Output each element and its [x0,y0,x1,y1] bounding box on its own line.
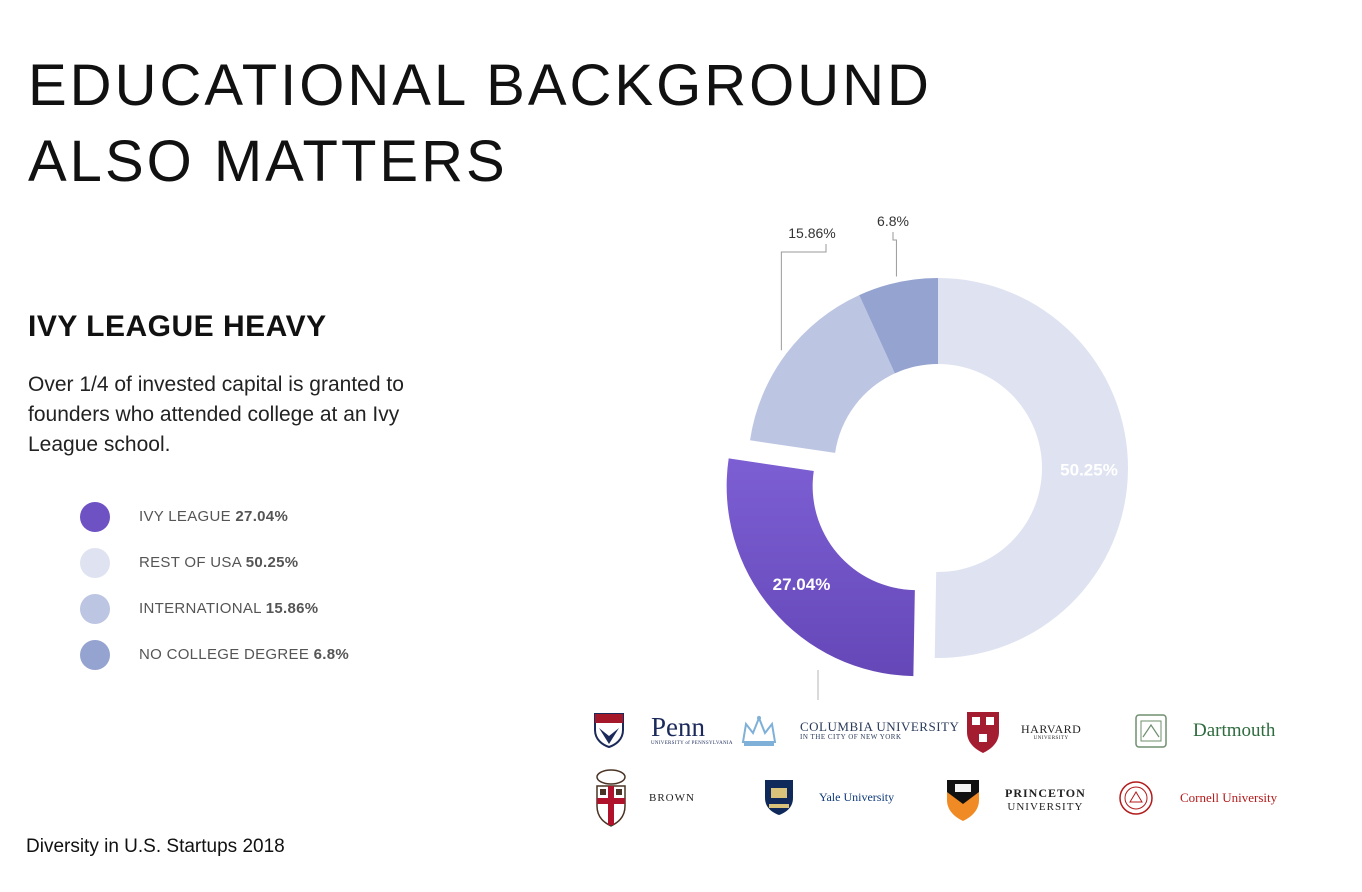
legend-value: 27.04% [235,508,289,525]
slice-value-label: 15.86% [788,225,835,241]
legend-item-rest-of-usa: REST OF USA 50.25% [80,546,480,592]
title-line-1: EDUCATIONAL BACKGROUND [28,53,932,118]
legend-label: IVY LEAGUE [139,508,231,525]
legend-item-no-college-degree: NO COLLEGE DEGREE 6.8% [80,638,480,684]
cornell-seal-icon [1119,781,1153,815]
section-heading: IVY LEAGUE HEAVY [28,310,327,343]
slice-value-label: 27.04% [773,575,831,594]
dartmouth-seal-icon [1135,714,1167,748]
footer-caption: Diversity in U.S. Startups 2018 [26,836,285,857]
princeton-logo: PRINCETON UNIVERSITY [945,778,1086,822]
donut-slice-ivy-league [726,458,915,677]
donut-slice-rest-of-usa [934,278,1128,658]
columbia-name: COLUMBIA UNIVERSITY [800,719,960,734]
legend-item-international: INTERNATIONAL 15.86% [80,592,480,638]
legend-value: 15.86% [265,600,319,617]
legend-value: 6.8% [313,646,350,663]
columbia-subtitle: IN THE CITY OF NEW YORK [800,733,902,742]
brown-logo: BROWN [593,768,695,828]
princeton-subtitle: UNIVERSITY [1007,800,1084,813]
ivy-league-logos: Penn UNIVERSITY of PENNSYLVANIA COLUMBIA… [585,700,1305,835]
cornell-name: Cornell University [1180,790,1278,805]
princeton-shield-icon [947,780,979,821]
page-title: EDUCATIONAL BACKGROUND ALSO MATTERS [28,48,932,200]
columbia-crown-icon [741,715,777,746]
section-description: Over 1/4 of invested capital is granted … [28,373,404,456]
harvard-logo: HARVARD UNIVERSITY [965,710,1081,754]
leader-line [780,244,827,351]
dartmouth-name: Dartmouth [1193,720,1276,741]
donut-chart: 50.25% 27.04% 15.86% 6.8% [726,213,1128,700]
brown-shield-icon [596,769,626,827]
slice-value-label: 6.8% [877,213,909,229]
leader-line [892,232,897,277]
yale-logo: Yale University [763,778,894,816]
legend-swatch [80,594,110,624]
title-line-2: ALSO MATTERS [28,129,508,194]
legend-label: INTERNATIONAL [139,600,262,617]
yale-shield-icon [765,780,793,815]
harvard-shield-icon [967,712,999,753]
legend-label: REST OF USA [139,554,242,571]
princeton-name: PRINCETON [1005,786,1086,801]
legend-swatch [80,548,110,578]
legend-value: 50.25% [245,554,299,571]
columbia-logo: COLUMBIA UNIVERSITY IN THE CITY OF NEW Y… [740,714,959,748]
cornell-logo: Cornell University [1118,780,1277,816]
brown-name: BROWN [649,792,695,804]
penn-name: Penn [651,712,705,742]
yale-name: Yale University [819,789,895,804]
donut-slice-international [750,295,895,453]
legend-label: NO COLLEGE DEGREE [139,646,310,663]
legend-swatch [80,502,110,532]
legend-swatch [80,640,110,670]
penn-subtitle: UNIVERSITY of PENNSYLVANIA [651,741,733,746]
donut-slice-no-college-degree [859,278,938,374]
penn-logo: Penn UNIVERSITY of PENNSYLVANIA [593,712,733,748]
dartmouth-logo: Dartmouth [1133,712,1275,750]
penn-shield-icon [594,713,624,748]
legend-item-ivy-league: IVY LEAGUE 27.04% [80,500,480,546]
slice-value-label: 50.25% [1060,460,1118,479]
harvard-name: HARVARD [1021,721,1082,736]
chart-legend: IVY LEAGUE 27.04% REST OF USA 50.25% INT… [80,500,480,684]
harvard-subtitle: UNIVERSITY [1033,735,1069,741]
